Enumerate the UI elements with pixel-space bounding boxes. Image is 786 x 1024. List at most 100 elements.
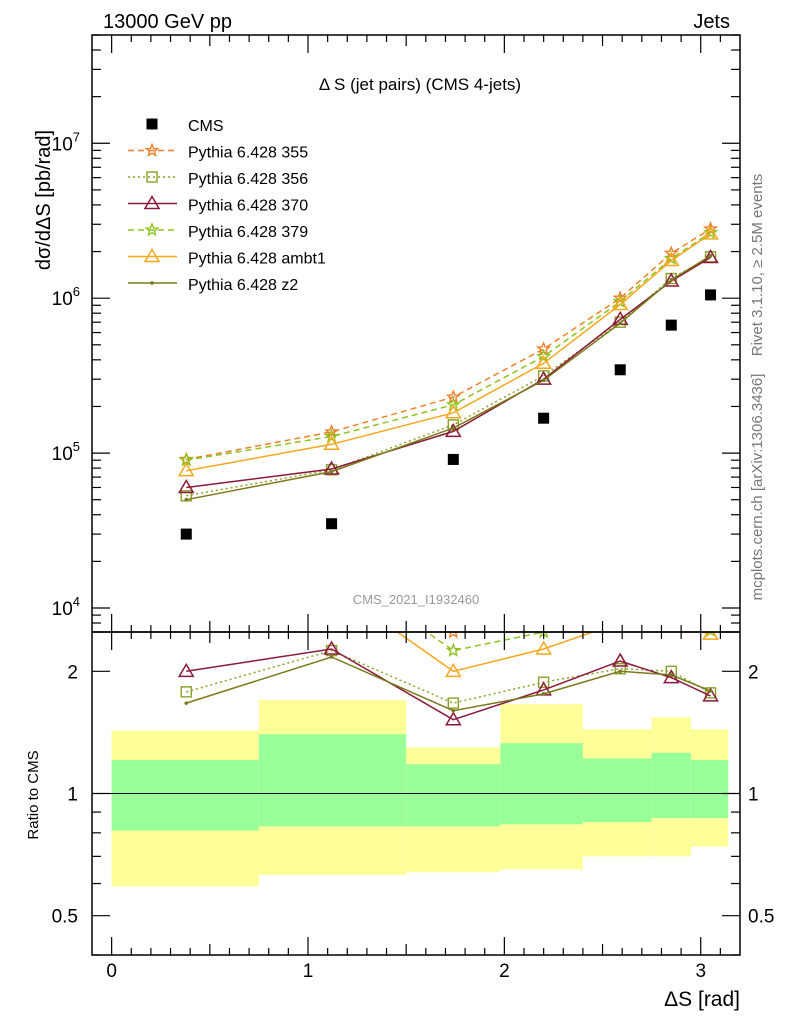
point-cms <box>705 289 717 301</box>
inner-band-bin <box>690 759 729 819</box>
ratio-ytick-label: 2 <box>67 662 78 683</box>
point-pythia-6-428-379 <box>445 396 461 412</box>
point-pythia-6-428-z2 <box>451 426 456 430</box>
main-ylabel: dσ/dΔS [pb/rad] <box>33 130 55 270</box>
point-cms <box>614 364 626 376</box>
legend-label-pythia-6-428-370: Pythia 6.428 370 <box>188 198 308 215</box>
main-series <box>177 221 719 540</box>
xtick-label: 2 <box>499 961 510 982</box>
ratio-point-pythia-6-428-ambt1 <box>535 640 552 655</box>
point-pythia-6-428-ambt1 <box>662 252 680 267</box>
legend-label-pythia-6-428-z2: Pythia 6.428 z2 <box>188 277 298 294</box>
xtick-label: 1 <box>303 961 314 982</box>
legend-marker-pythia-6-428-ambt1 <box>143 248 161 263</box>
inner-band-bin <box>651 752 691 819</box>
ratio-point-pythia-6-428-ambt1 <box>613 615 627 627</box>
point-pythia-6-428-z2 <box>669 278 674 282</box>
ratio-point-pythia-6-428-355 <box>615 600 626 611</box>
main-ytick-label: 104 <box>52 594 80 620</box>
ratio-point-pythia-6-428-z2 <box>708 689 713 693</box>
point-pythia-6-428-ambt1 <box>323 435 340 451</box>
axes: 104 105 106 107 0.5 0.5 1 1 2 2 0 1 2 3 <box>52 34 774 982</box>
ratio-point-pythia-6-428-355 <box>666 600 677 611</box>
ratio-point-pythia-6-428-356 <box>614 663 626 675</box>
ratio-line-pythia-6-428-370 <box>186 648 711 721</box>
point-pythia-6-428-ambt1 <box>445 404 462 419</box>
point-pythia-6-428-355 <box>324 424 340 439</box>
ratio-point-pythia-6-428-379 <box>666 612 677 623</box>
watermark: CMS_2021_I1932460 <box>353 592 480 607</box>
ratio-point-pythia-6-428-370 <box>177 662 195 678</box>
ratio-point-pythia-6-428-355 <box>181 594 193 605</box>
ratio-point-pythia-6-428-356 <box>180 686 192 698</box>
point-pythia-6-428-ambt1 <box>611 296 629 311</box>
xlabel: ΔS [rad] <box>664 988 740 1011</box>
legend-marker-pythia-6-428-355 <box>144 142 160 157</box>
ratio-point-pythia-6-428-z2 <box>541 692 546 696</box>
legend-label-pythia-6-428-356: Pythia 6.428 356 <box>188 171 308 188</box>
point-pythia-6-428-355 <box>702 221 719 236</box>
point-pythia-6-428-370 <box>323 460 340 475</box>
legend-marker-pythia-6-428-z2 <box>150 281 154 285</box>
ratio-point-pythia-6-428-ambt1 <box>179 618 193 630</box>
point-pythia-6-428-379 <box>536 348 552 364</box>
ratio-point-pythia-6-428-ambt1 <box>702 632 719 640</box>
ratio-point-pythia-6-428-ambt1 <box>664 617 678 629</box>
ratio-point-pythia-6-428-370 <box>611 652 629 667</box>
point-cms <box>447 453 459 465</box>
ratio-point-pythia-6-428-370 <box>702 687 719 702</box>
ratio-line-pythia-6-428-379 <box>425 632 548 652</box>
ratio-point-pythia-6-428-z2 <box>451 708 456 713</box>
inner-band-bin <box>582 758 652 823</box>
rivet-label: Rivet 3.1.10, ≥ 2.5M events <box>749 174 766 357</box>
point-pythia-6-428-ambt1 <box>535 354 552 370</box>
ratio-point-pythia-6-428-z2 <box>669 673 674 677</box>
inner-band-bin <box>111 759 259 831</box>
point-cms <box>538 412 550 424</box>
legend: CMS Pythia 6.428 355 Pythia 6.428 356 Pythi… <box>128 118 326 294</box>
point-pythia-6-428-z2 <box>184 497 189 502</box>
point-pythia-6-428-z2 <box>329 469 334 474</box>
ratio-point-pythia-6-428-355 <box>705 612 717 623</box>
point-pythia-6-428-370 <box>445 422 462 438</box>
point-pythia-6-428-370 <box>662 272 680 287</box>
legend-marker-pythia-6-428-370 <box>143 195 161 210</box>
source-label: mcplots.cern.ch [arXiv:1306.3436] <box>749 374 766 601</box>
legend-marker-pythia-6-428-356 <box>146 171 158 183</box>
ratio-point-pythia-6-428-355 <box>326 548 337 559</box>
ratio-point-pythia-6-428-370 <box>323 640 340 655</box>
point-cms <box>180 528 192 540</box>
main-ytick-label: 105 <box>52 439 80 465</box>
xtick-label: 0 <box>106 961 117 982</box>
ratio-ytick-label: 1 <box>67 785 78 806</box>
main-ytick-label: 107 <box>52 129 80 155</box>
ratio-point-pythia-6-428-z2 <box>618 669 623 674</box>
ratio-point-pythia-6-428-379 <box>615 609 626 620</box>
ratio-point-pythia-6-428-ambt1 <box>445 662 462 678</box>
ratio-ytick-label-right: 0.5 <box>748 907 774 928</box>
ratio-point-pythia-6-428-379 <box>705 632 716 637</box>
ratio-ytick-label-right: 1 <box>748 785 759 806</box>
point-pythia-6-428-ambt1 <box>177 462 195 477</box>
chart-title: Δ S (jet pairs) (CMS 4-jets) <box>319 75 521 94</box>
inner-band-bin <box>406 764 501 827</box>
point-pythia-6-428-z2 <box>618 321 623 325</box>
ratio-point-pythia-6-428-379 <box>445 642 461 657</box>
ratio-ytick-label-right: 2 <box>748 662 759 683</box>
ratio-point-pythia-6-428-356 <box>537 676 550 688</box>
header-right: Jets <box>693 11 730 33</box>
legend-label-pythia-6-428-379: Pythia 6.428 379 <box>188 224 308 241</box>
legend-label-pythia-6-428-355: Pythia 6.428 355 <box>188 145 308 162</box>
series-line-pythia-6-428-ambt1 <box>186 233 711 472</box>
ratio-point-pythia-6-428-z2 <box>329 655 334 659</box>
ratio-bands <box>111 699 729 887</box>
legend-label-pythia-6-428-ambt1: Pythia 6.428 ambt1 <box>188 251 326 268</box>
ratio-point-pythia-6-428-z2 <box>184 701 189 705</box>
ratio-point-pythia-6-428-379 <box>326 559 337 570</box>
point-cms <box>665 319 677 331</box>
point-cms <box>326 518 338 530</box>
ratio-line-pythia-6-428-ambt1 <box>396 632 711 673</box>
point-pythia-6-428-355 <box>663 245 679 260</box>
point-pythia-6-428-z2 <box>541 378 546 383</box>
ratio-point-pythia-6-428-370 <box>445 711 462 726</box>
